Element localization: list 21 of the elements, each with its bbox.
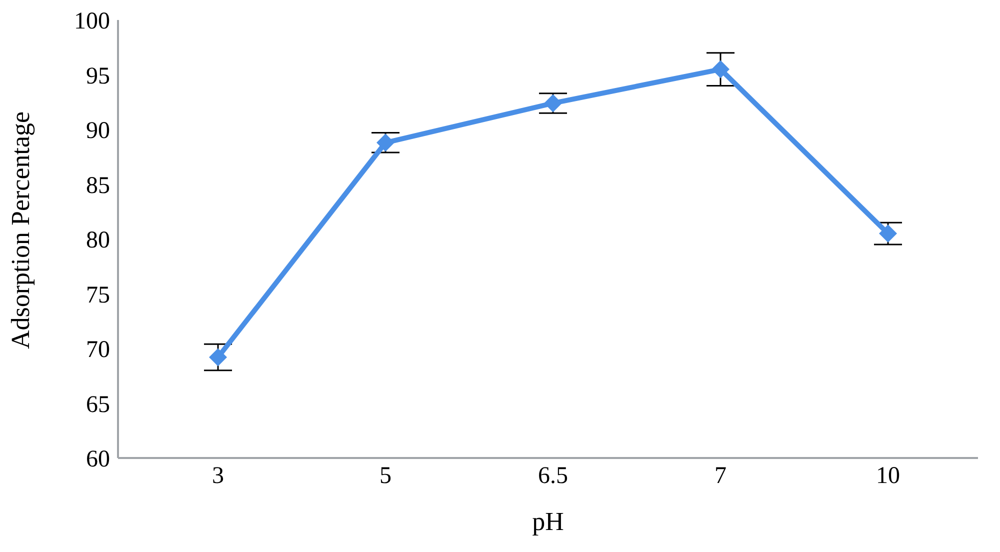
- y-tick-label: 70: [86, 337, 110, 364]
- x-axis-title: pH: [532, 507, 564, 536]
- x-tick-label: 7: [714, 463, 726, 490]
- point: [376, 134, 394, 152]
- x-tick-label: 6.5: [538, 463, 568, 490]
- x-tick-label: 3: [212, 463, 224, 490]
- x-tick-label: 10: [876, 463, 900, 490]
- y-tick-label: 90: [86, 118, 110, 144]
- y-axis-title: Adsorption Percentage: [6, 111, 36, 349]
- y-tick-label: 80: [86, 228, 110, 254]
- point: [544, 94, 562, 112]
- y-tick-label: 65: [86, 392, 110, 418]
- y-tick-label: 95: [86, 63, 110, 90]
- y-tick-label: 75: [86, 282, 110, 308]
- x-tick-label: 5: [380, 463, 392, 490]
- point: [712, 60, 730, 78]
- y-tick-label: 85: [86, 172, 110, 199]
- y-tick-label: 60: [86, 446, 110, 473]
- point: [879, 224, 897, 243]
- point: [209, 348, 227, 366]
- y-tick-label: 100: [74, 8, 110, 35]
